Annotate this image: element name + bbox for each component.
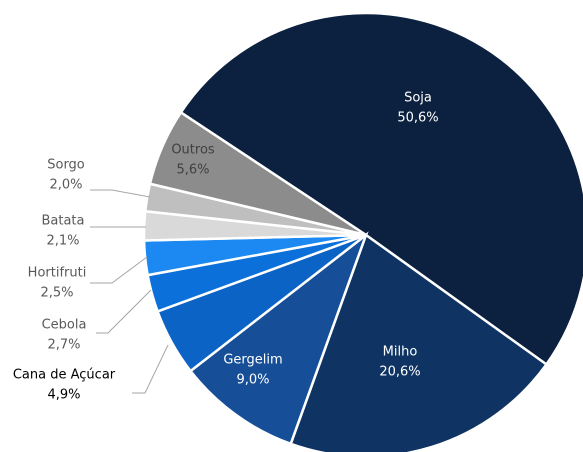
slice-value-label: 2,7% bbox=[47, 338, 80, 353]
pie-slice bbox=[188, 231, 369, 446]
pie-slice bbox=[289, 233, 549, 452]
leader-lines bbox=[90, 189, 169, 394]
slice-value-label: 20,6% bbox=[379, 365, 420, 380]
slice-label: Soja bbox=[404, 91, 432, 106]
leader-line bbox=[90, 256, 148, 284]
slice-value-label: 2,0% bbox=[49, 178, 82, 193]
slice-label: Cana de Açúcar bbox=[13, 368, 116, 383]
slice-label: Outros bbox=[171, 143, 215, 158]
slice-label: Cebola bbox=[42, 318, 87, 333]
slice-label: Gergelim bbox=[223, 353, 282, 368]
pie-slice bbox=[148, 110, 367, 237]
pie-slice bbox=[179, 11, 583, 367]
slice-value-label: 9,0% bbox=[236, 373, 269, 388]
slice-value-label: 50,6% bbox=[397, 111, 438, 126]
slice-label: Sorgo bbox=[47, 158, 85, 173]
slice-value-label: 2,1% bbox=[46, 234, 79, 249]
leader-line bbox=[132, 344, 169, 394]
slice-value-label: 5,6% bbox=[176, 163, 209, 178]
leader-line bbox=[96, 289, 152, 334]
slice-label: Hortifruti bbox=[28, 266, 87, 281]
slice-value-label: 4,9% bbox=[47, 388, 80, 403]
slice-label: Batata bbox=[41, 214, 84, 229]
slice-value-label: 2,5% bbox=[40, 286, 73, 301]
slices bbox=[142, 11, 583, 452]
slice-label: Milho bbox=[383, 345, 418, 360]
leader-line bbox=[90, 189, 151, 198]
